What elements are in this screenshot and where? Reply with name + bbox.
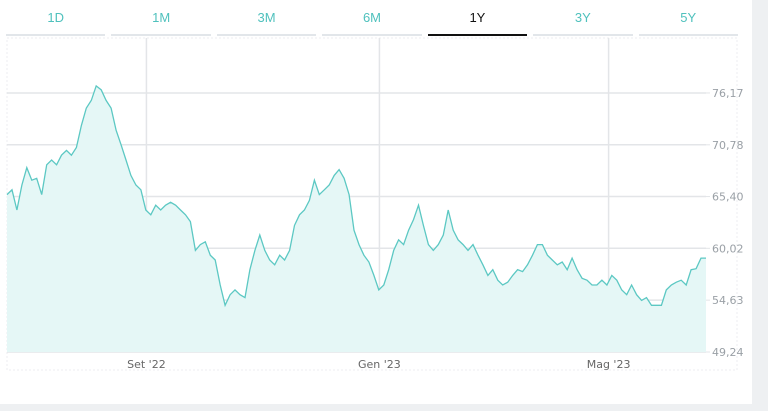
x-tick-label: Set '22 xyxy=(127,358,166,371)
y-tick-label: 70,78 xyxy=(712,139,744,152)
y-tick-label: 65,40 xyxy=(712,191,744,204)
y-tick-label: 76,17 xyxy=(712,87,744,100)
tab-1y[interactable]: 1Y xyxy=(427,0,528,36)
tab-1m[interactable]: 1M xyxy=(111,0,211,36)
x-tick-label: Mag '23 xyxy=(587,358,631,371)
tab-3m[interactable]: 3M xyxy=(216,0,317,36)
y-tick-label: 49,24 xyxy=(712,346,744,359)
chart-panel: 1D 1M 3M 6M 1Y 3Y 5Y 76,17 70,78 65,40 60,02 54,63… xyxy=(0,0,752,404)
tab-1d[interactable]: 1D xyxy=(6,0,106,36)
x-tick-label: Gen '23 xyxy=(358,358,401,371)
y-tick-label: 60,02 xyxy=(712,242,744,255)
y-tick-label: 54,63 xyxy=(712,294,744,307)
period-tabs: 1D 1M 3M 6M 1Y 3Y 5Y xyxy=(6,0,738,36)
tab-3y[interactable]: 3Y xyxy=(533,0,633,36)
area-fill xyxy=(7,85,706,353)
tab-5y[interactable]: 5Y xyxy=(638,0,738,36)
price-line xyxy=(6,84,706,308)
tab-6m[interactable]: 6M xyxy=(322,0,422,36)
